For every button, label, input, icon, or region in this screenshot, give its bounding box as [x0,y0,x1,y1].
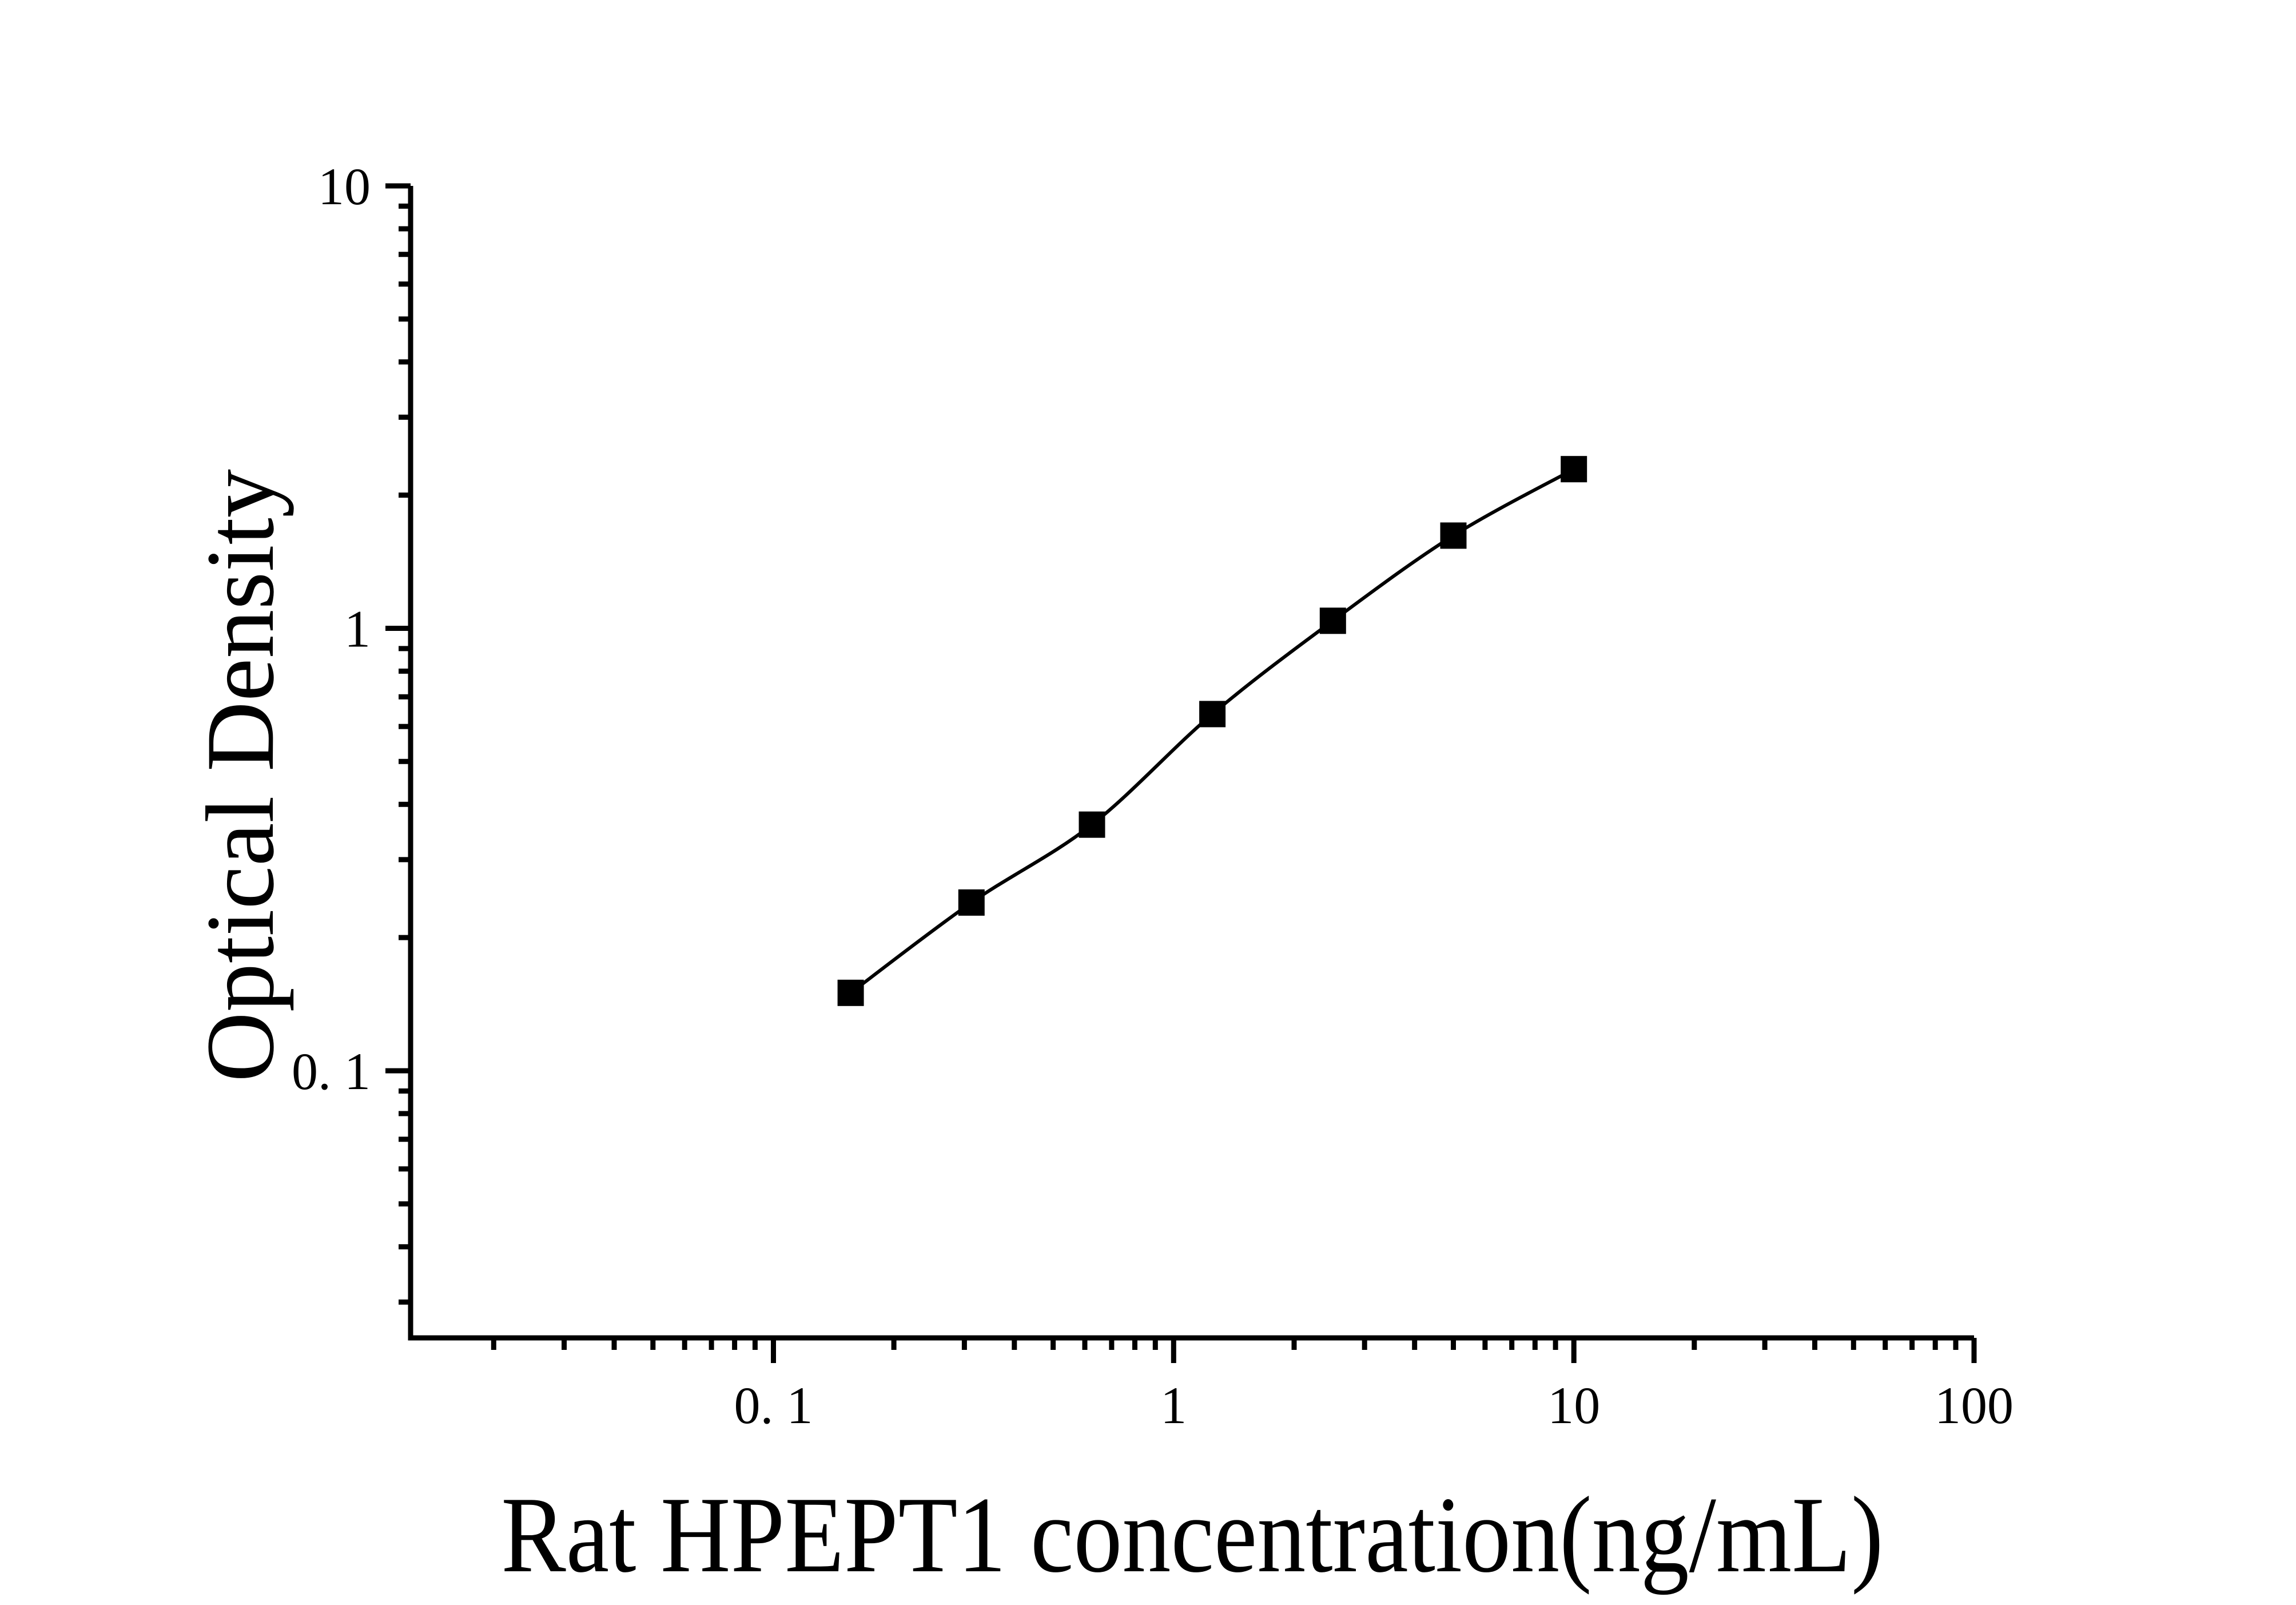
data-point-marker [1199,701,1226,728]
x-tick-label: 0. 1 [734,1376,813,1435]
y-tick-label: 1 [344,600,371,658]
data-point-marker [1079,811,1105,838]
data-point-marker [1319,607,1346,634]
x-axis-title: Rat HPEPT1 concentration(ng/mL) [501,1474,1884,1595]
data-point-marker [837,979,864,1006]
x-tick-label: 10 [1547,1376,1600,1435]
y-tick-label: 0. 1 [292,1042,371,1101]
data-point-marker [958,889,985,916]
data-point-marker [1440,522,1467,549]
x-tick-label: 100 [1935,1376,2014,1435]
axis-spine [408,186,1974,1341]
data-point-marker [1561,456,1587,483]
y-axis-title: Optical Density [186,469,294,1082]
x-tick-label: 1 [1160,1376,1187,1435]
y-tick-label: 10 [318,157,371,216]
